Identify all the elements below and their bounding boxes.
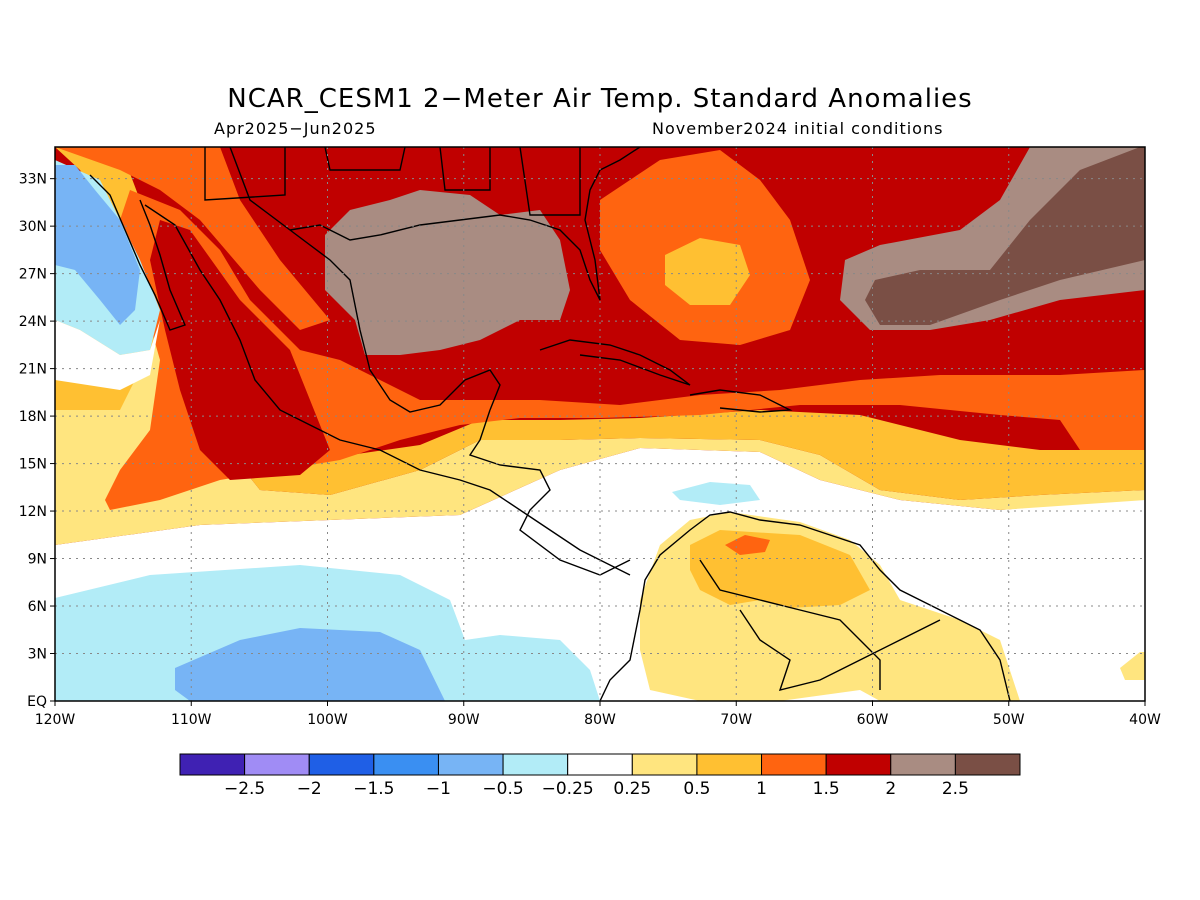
- colorbar-label: −1.5: [353, 779, 394, 799]
- lon-label: 70W: [720, 712, 752, 728]
- coastline-central-america: [468, 409, 631, 576]
- border-us-states-4: [519, 147, 581, 216]
- lat-label: 27N: [19, 267, 47, 283]
- border-us-states-3: [439, 147, 491, 191]
- region-lightblue-carib: [672, 482, 760, 505]
- lon-label: 110W: [171, 712, 212, 728]
- lon-label: 60W: [857, 712, 889, 728]
- lon-label: 50W: [993, 712, 1025, 728]
- colorbar-swatch: [954, 753, 1021, 776]
- coastline-baja: [89, 174, 186, 331]
- lon-label: 40W: [1129, 712, 1161, 728]
- region-brown-ne: [865, 147, 1145, 325]
- colorbar-label: −0.5: [482, 779, 523, 799]
- region-gold-atl: [665, 238, 750, 305]
- initial-conditions: November2024 initial conditions: [652, 119, 944, 138]
- coastlines: [89, 147, 1011, 701]
- map-title: NCAR_CESM1 2−Meter Air Temp. Standard An…: [227, 84, 973, 114]
- colorbar-swatch: [631, 753, 698, 776]
- coastline-cuba: [539, 339, 691, 386]
- region-orange-nw: [55, 147, 330, 330]
- colorbar-swatch: [179, 753, 246, 776]
- coastline-south-america: [599, 511, 1011, 701]
- lon-label: 80W: [584, 712, 616, 728]
- colorbar-swatch: [696, 753, 763, 776]
- colorbar-swatch: [825, 753, 892, 776]
- region-taupe-gulf: [325, 190, 570, 355]
- colorbar-label: −2.5: [224, 779, 265, 799]
- lon-label: 120W: [35, 712, 76, 728]
- forecast-period: Apr2025−Jun2025: [214, 119, 377, 138]
- lat-label: 18N: [19, 409, 47, 425]
- lat-label: 30N: [19, 219, 47, 235]
- border-us-states-2: [324, 147, 406, 171]
- coastline-mexico-pacific: [144, 204, 631, 576]
- colorbar-swatch: [437, 753, 504, 776]
- lat-label: 33N: [19, 172, 47, 188]
- colorbar-label: 2: [885, 779, 896, 799]
- colorbar-label: 1: [756, 779, 767, 799]
- border-venezuela: [699, 559, 881, 690]
- lat-label: 3N: [28, 647, 47, 663]
- colorbar: −2.5 −2 −1.5 −1 −0.5 −0.25 0.25 0.5 1 1.5 2 2.5: [179, 753, 1021, 799]
- lat-label: 15N: [19, 457, 47, 473]
- colorbar-swatch: [890, 753, 956, 776]
- region-blue-sw: [175, 628, 445, 701]
- latitude-labels: EQ 3N 6N 9N 12N 15N 18N 21N 24N 27N 30N 33N: [19, 172, 55, 710]
- coastline-us-gulf: [289, 147, 641, 301]
- coastline-hispaniola: [689, 389, 793, 413]
- colorbar-swatch: [373, 753, 439, 776]
- region-orange-west: [105, 190, 1145, 510]
- region-white-pac: [55, 320, 160, 390]
- lat-label: EQ: [27, 694, 47, 710]
- colorbar-label: 1.5: [813, 779, 840, 799]
- lon-label: 90W: [448, 712, 480, 728]
- lat-label: 21N: [19, 362, 47, 378]
- lat-label: 12N: [19, 504, 47, 520]
- lat-label: 24N: [19, 314, 47, 330]
- colorbar-label: 0.25: [613, 779, 651, 799]
- coastline-gulf: [229, 147, 501, 413]
- colorbar-label: −0.25: [542, 779, 594, 799]
- gridlines: [55, 147, 1145, 701]
- longitude-labels: 120W 110W 100W 90W 80W 70W 60W 50W 40W: [35, 701, 1161, 728]
- region-red-mexico: [150, 220, 330, 480]
- border-us-states: [204, 147, 286, 201]
- colorbar-label: −2: [297, 779, 322, 799]
- region-yellow-se: [1120, 652, 1145, 680]
- colorbar-label: 0.5: [683, 779, 710, 799]
- colorbar-swatch: [567, 753, 633, 776]
- region-gold-north: [55, 260, 1145, 500]
- colorbar-label: −1: [426, 779, 451, 799]
- colorbar-swatch: [761, 753, 827, 776]
- lon-label: 100W: [307, 712, 348, 728]
- border-inner-sa: [739, 609, 941, 691]
- colorbar-swatch: [502, 753, 569, 776]
- colorbar-label: 2.5: [942, 779, 969, 799]
- lat-label: 9N: [28, 552, 47, 568]
- region-blue-pac: [55, 165, 140, 325]
- colorbar-swatch: [244, 753, 310, 776]
- lat-label: 6N: [28, 599, 47, 615]
- colorbar-swatch: [308, 753, 375, 776]
